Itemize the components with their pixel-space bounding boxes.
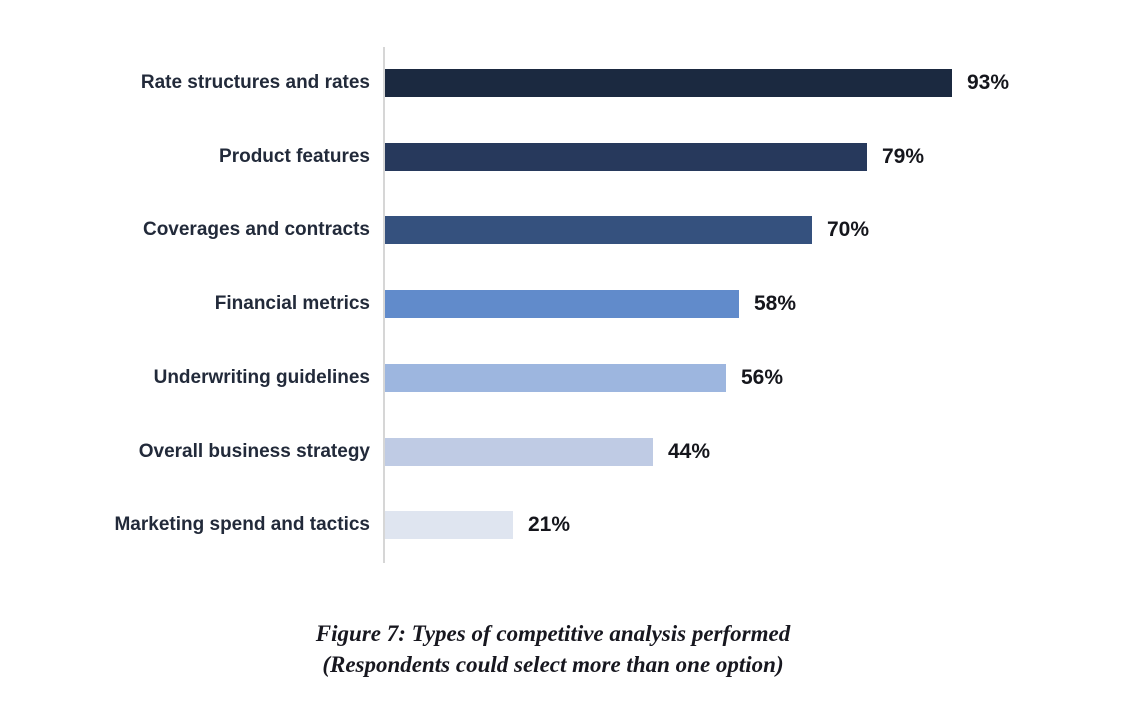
bar (385, 142, 867, 171)
bar-row: Marketing spend and tactics 21% (0, 511, 571, 540)
value-label: 70% (827, 218, 870, 242)
bar (385, 69, 952, 97)
bar-row: Product features 79% (0, 142, 925, 171)
bar-row: Overall business strategy 44% (0, 437, 711, 466)
category-label: Marketing spend and tactics (114, 514, 370, 536)
value-label: 79% (882, 144, 925, 168)
value-label: 93% (967, 71, 1010, 94)
y-axis-line (383, 47, 385, 563)
value-label: 56% (741, 365, 784, 389)
bar-row: Rate structures and rates 93% (0, 69, 1009, 97)
value-label: 44% (668, 439, 711, 463)
value-label: 58% (754, 292, 797, 316)
bar (385, 216, 812, 245)
category-label: Financial metrics (214, 293, 370, 315)
caption-line-1: Figure 7: Types of competitive analysis … (315, 621, 791, 646)
bar (385, 363, 726, 392)
value-label: 21% (528, 513, 571, 537)
category-label: Rate structures and rates (140, 72, 370, 93)
bar (385, 290, 739, 319)
bar-row: Coverages and contracts 70% (0, 216, 870, 245)
category-label: Coverages and contracts (142, 219, 370, 241)
category-label: Overall business strategy (138, 440, 370, 462)
bar (385, 511, 513, 540)
figure-caption: Figure 7: Types of competitive analysis … (0, 618, 1106, 680)
bar-row: Financial metrics 58% (0, 290, 797, 319)
category-label: Underwriting guidelines (153, 366, 370, 388)
bar (385, 437, 653, 466)
category-label: Product features (219, 145, 370, 167)
caption-line-2: (Respondents could select more than one … (322, 652, 784, 677)
bar-row: Underwriting guidelines 56% (0, 363, 784, 392)
